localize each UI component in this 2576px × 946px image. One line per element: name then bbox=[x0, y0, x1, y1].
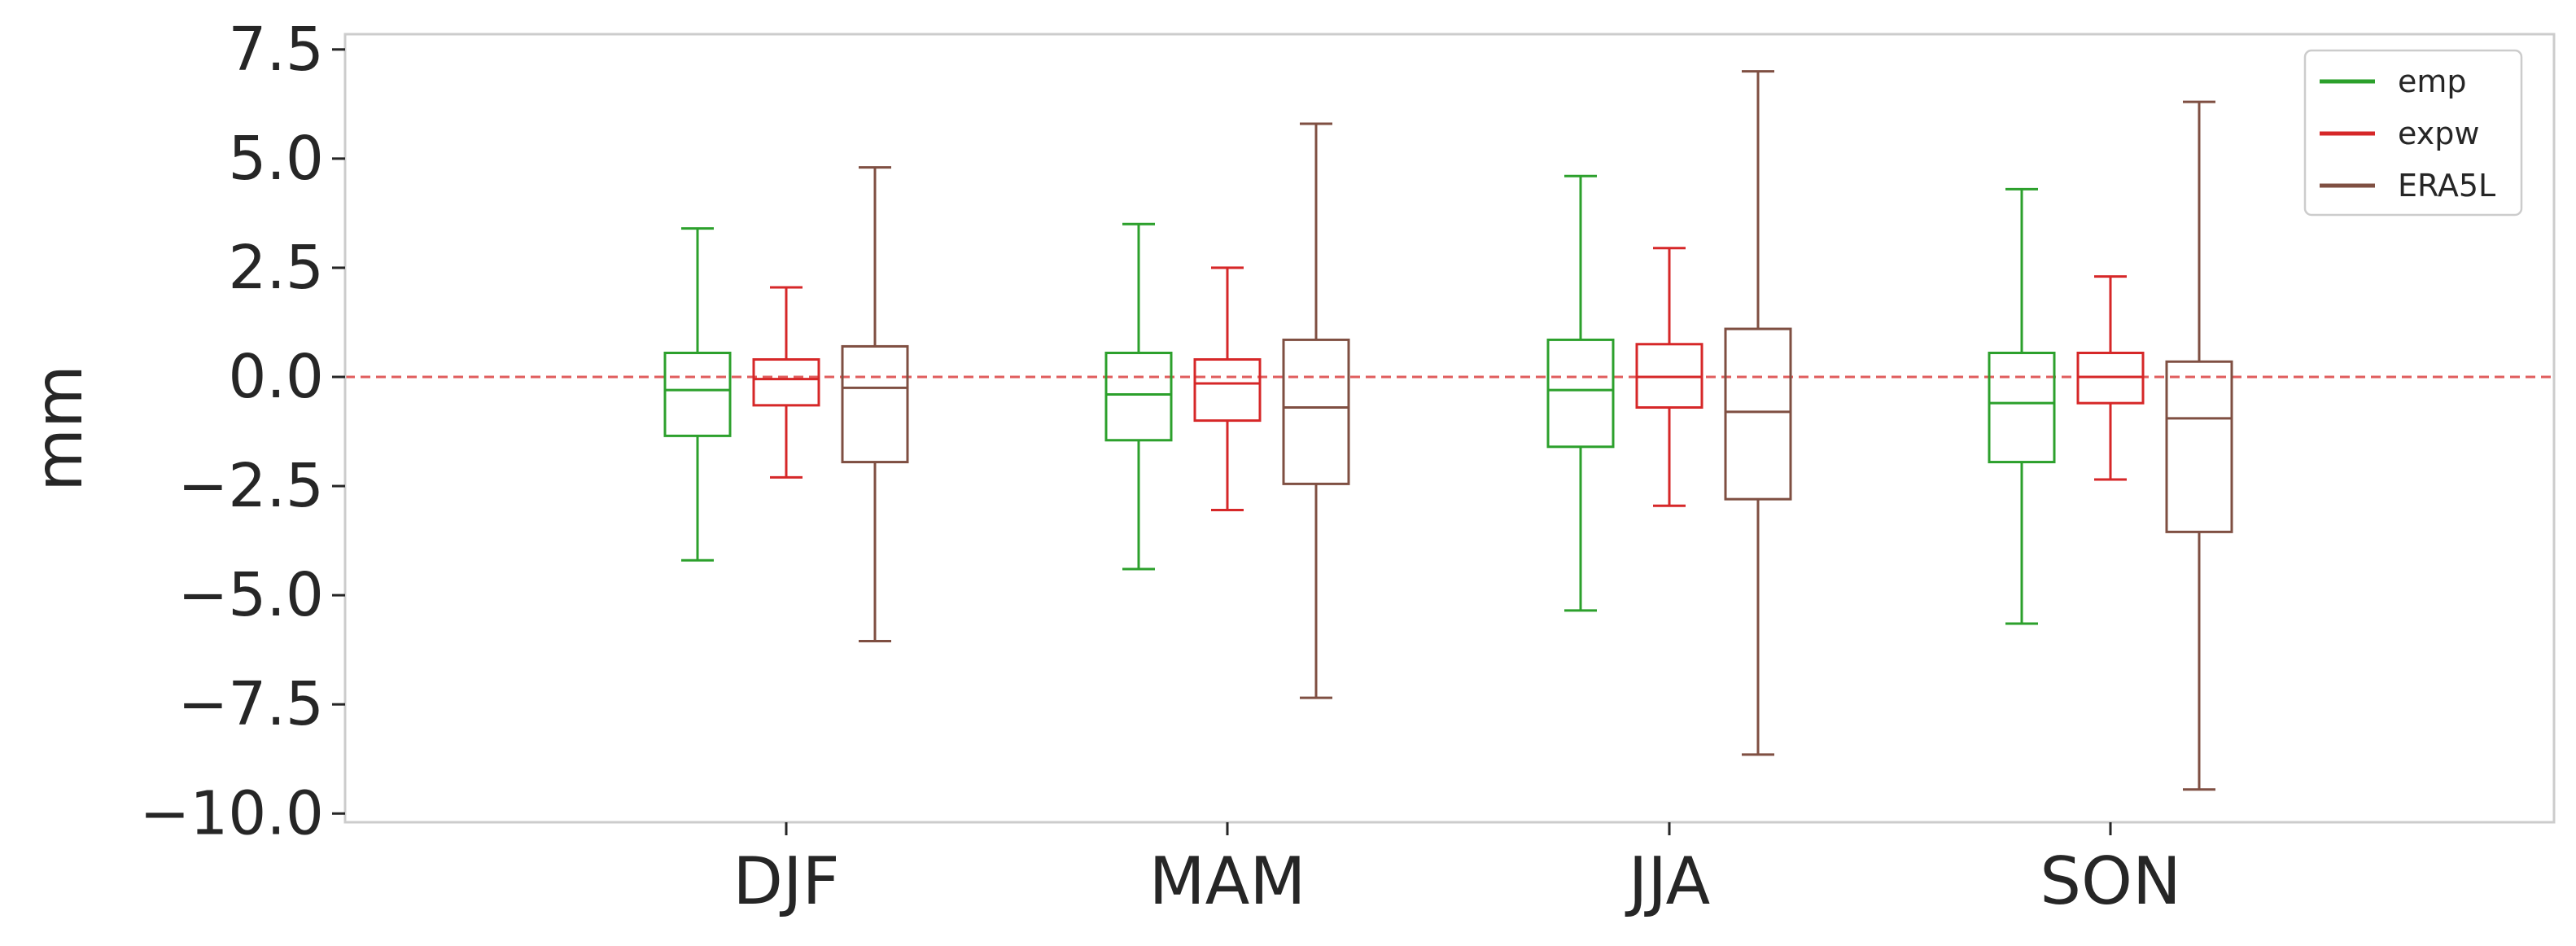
legend-entry-era5l: ERA5L bbox=[2320, 168, 2495, 204]
series-expw bbox=[752, 247, 2145, 512]
y-tick-label: −2.5 bbox=[177, 451, 324, 521]
box-era5l-mam bbox=[1282, 122, 1350, 699]
box-iqr bbox=[1104, 351, 1173, 442]
y-tick-label: 5.0 bbox=[228, 124, 324, 194]
box-expw-mam bbox=[1193, 266, 1262, 512]
box-iqr bbox=[663, 351, 732, 437]
box-emp-jja bbox=[1546, 174, 1615, 612]
y-tick-label: −10.0 bbox=[139, 778, 324, 848]
legend-label: ERA5L bbox=[2398, 168, 2495, 204]
x-tick-label: DJF bbox=[733, 843, 839, 919]
legend-entry-emp: emp bbox=[2320, 64, 2467, 99]
box-expw-djf bbox=[752, 286, 820, 479]
box-expw-jja bbox=[1635, 247, 1703, 507]
y-axis-label: mm bbox=[21, 365, 97, 492]
box-emp-djf bbox=[663, 227, 732, 562]
box-iqr bbox=[752, 358, 820, 407]
box-era5l-son bbox=[2165, 100, 2233, 791]
box-era5l-jja bbox=[1724, 70, 1792, 756]
plot-frame bbox=[343, 33, 2556, 824]
box-iqr bbox=[2165, 360, 2233, 533]
box-iqr bbox=[1546, 338, 1615, 449]
legend-label: expw bbox=[2398, 116, 2479, 151]
box-emp-son bbox=[1988, 187, 2056, 625]
x-tick-label: MAM bbox=[1149, 843, 1306, 919]
legend-label: emp bbox=[2398, 64, 2467, 99]
legend-box bbox=[2303, 49, 2523, 217]
box-iqr bbox=[1724, 327, 1792, 501]
series-era5l bbox=[841, 70, 2233, 791]
y-tick-label: 7.5 bbox=[228, 15, 324, 85]
box-iqr bbox=[1193, 358, 1262, 423]
x-tick-label: SON bbox=[2040, 843, 2181, 919]
box-iqr bbox=[841, 344, 909, 464]
y-tick-label: 2.5 bbox=[228, 233, 324, 303]
legend-entry-expw: expw bbox=[2320, 116, 2479, 151]
x-tick-label: JJA bbox=[1625, 843, 1711, 919]
box-iqr bbox=[1988, 351, 2056, 464]
box-emp-mam bbox=[1104, 222, 1173, 571]
y-tick-label: −5.0 bbox=[177, 560, 324, 630]
box-iqr bbox=[1282, 338, 1350, 485]
series-emp bbox=[663, 174, 2056, 625]
y-tick-label: 0.0 bbox=[228, 342, 324, 412]
box-era5l-djf bbox=[841, 166, 909, 642]
y-tick-label: −7.5 bbox=[177, 669, 324, 739]
box-expw-son bbox=[2076, 275, 2145, 481]
